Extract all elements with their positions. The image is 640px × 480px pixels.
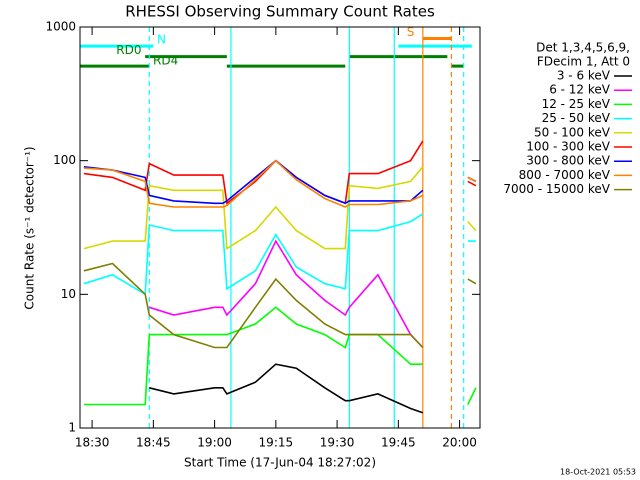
x-tick-label: 20:00 (442, 436, 477, 450)
y-tick-label: 1000 (45, 20, 76, 34)
x-tick-label: 18:45 (136, 436, 171, 450)
legend-label: 7000 - 15000 keV (503, 182, 610, 196)
legend-header: FDecim 1, Att 0 (537, 55, 630, 69)
legend-label: 300 - 800 keV (526, 154, 610, 168)
flag-label: RD4 (153, 54, 178, 68)
legend-label: 6 - 12 keV (549, 83, 611, 97)
footer: 18-Oct-2021 05:53 (560, 468, 636, 477)
y-tick-label: 1 (68, 421, 76, 435)
legend-label: 100 - 300 keV (526, 140, 610, 154)
series-line (83, 213, 476, 296)
flag-label: N (157, 33, 166, 47)
plot-frame (79, 26, 481, 429)
legend-label: 800 - 7000 keV (519, 168, 611, 182)
chart-title: RHESSI Observing Summary Count Rates (125, 3, 435, 21)
series-line (83, 306, 477, 406)
y-tick-label: 100 (53, 153, 76, 167)
series-line (83, 159, 477, 205)
series-line (149, 363, 424, 414)
x-tick-label: 18:30 (75, 436, 110, 450)
y-axis-label: Count Rate (s⁻¹ detector⁻¹) (23, 146, 37, 309)
legend-label: 50 - 100 keV (534, 125, 611, 139)
legend-header: Det 1,3,4,5,6,9, (536, 41, 630, 55)
legend-label: 25 - 50 keV (542, 111, 611, 125)
x-tick-label: 19:30 (320, 436, 355, 450)
x-tick-label: 19:00 (197, 436, 232, 450)
legend-label: 12 - 25 keV (542, 97, 611, 111)
series-line (83, 140, 477, 205)
series-line (83, 166, 477, 250)
x-axis-label: Start Time (17-Jun-04 18:27:02) (184, 456, 376, 470)
flag-label: S (407, 25, 415, 39)
series-line (83, 262, 477, 349)
y-tick-label: 10 (61, 287, 76, 301)
series-line (149, 239, 424, 349)
series-line (83, 159, 477, 208)
x-tick-label: 19:15 (259, 436, 294, 450)
x-tick-label: 19:45 (381, 436, 416, 450)
legend-label: 3 - 6 keV (557, 69, 611, 83)
flag-label: RD0 (116, 43, 141, 57)
